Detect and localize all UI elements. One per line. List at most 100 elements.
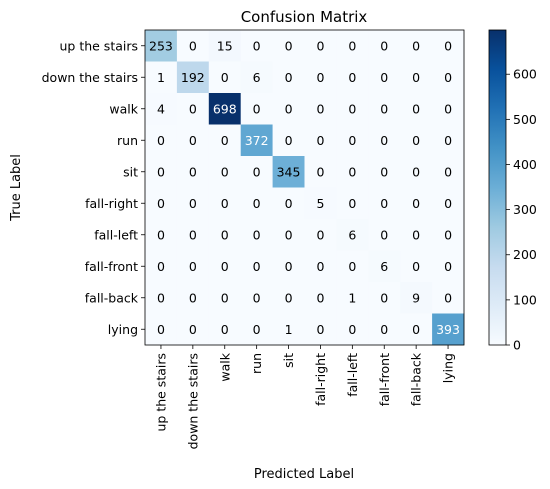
heatmap-cell	[145, 93, 178, 125]
cell-value-label: 0	[316, 227, 324, 242]
cell-value-label: 0	[189, 290, 197, 305]
heatmap-cell	[208, 219, 241, 251]
cell-value-label: 0	[380, 322, 388, 337]
cell-value-label: 0	[253, 322, 261, 337]
cell-value-label: 0	[316, 290, 324, 305]
heatmap-cell	[208, 250, 241, 283]
heatmap-cell	[432, 124, 465, 157]
heatmap-cell	[336, 30, 369, 62]
cell-value-label: 0	[285, 133, 293, 148]
heatmap-cell	[336, 282, 369, 314]
heatmap-cell	[336, 124, 369, 157]
cell-value-label: 0	[189, 38, 197, 53]
cell-value-label: 0	[221, 133, 229, 148]
y-axis-label: True Label	[9, 154, 24, 222]
cell-value-label: 0	[253, 196, 261, 211]
cell-value-label: 0	[380, 164, 388, 179]
colorbar-tick-label: 0	[513, 338, 521, 353]
y-tick-label: fall-back	[85, 290, 139, 305]
cell-value-label: 0	[316, 38, 324, 53]
heatmap-cell	[368, 61, 401, 94]
cell-value-label: 0	[380, 133, 388, 148]
cell-value-label: 0	[221, 227, 229, 242]
heatmap-cell	[176, 124, 210, 157]
heatmap-cell	[432, 313, 465, 346]
cell-value-label: 0	[412, 133, 420, 148]
heatmap-cell	[400, 30, 433, 62]
heatmap-cell	[272, 250, 305, 283]
cell-value-label: 0	[412, 101, 420, 116]
cell-value-label: 698	[213, 101, 237, 116]
heatmap-cell	[272, 187, 305, 220]
heatmap-cell	[368, 250, 401, 283]
cell-value-label: 15	[217, 38, 233, 53]
cell-value-label: 0	[444, 227, 452, 242]
cell-value-label: 0	[316, 259, 324, 274]
heatmap-cell	[176, 250, 210, 283]
cell-value-label: 0	[157, 196, 165, 211]
heatmap-cell	[304, 61, 337, 94]
heatmap-cell	[368, 93, 401, 125]
cell-value-label: 0	[221, 164, 229, 179]
cell-value-label: 372	[245, 133, 269, 148]
cell-value-label: 0	[285, 259, 293, 274]
cell-value-label: 0	[189, 259, 197, 274]
heatmap-cell	[368, 219, 401, 251]
heatmap-cell	[272, 282, 305, 314]
heatmap-cell	[240, 93, 273, 125]
y-tick-label: lying	[108, 322, 138, 337]
heatmap-cell	[208, 156, 241, 188]
cell-value-label: 345	[277, 164, 301, 179]
heatmap-cell	[145, 124, 178, 157]
heatmap-cell	[304, 93, 337, 125]
heatmap-cell	[240, 30, 273, 62]
cell-value-label: 0	[380, 227, 388, 242]
cell-value-label: 0	[348, 322, 356, 337]
y-axis-ticks: up the stairs down the stairs walk run sit fa…	[42, 38, 145, 337]
heatmap-cell	[336, 93, 369, 125]
cell-value-label: 0	[316, 101, 324, 116]
heatmap-cell	[240, 282, 273, 314]
heatmap-cell	[400, 124, 433, 157]
heatmap-cell	[400, 156, 433, 188]
x-tick-label: down the stairs	[185, 353, 200, 449]
y-tick-label: sit	[123, 164, 138, 179]
heatmap-cell	[304, 156, 337, 188]
heatmap-cell	[176, 93, 210, 125]
x-tick-label: fall-front	[377, 353, 392, 406]
heatmap-cell	[145, 219, 178, 251]
heatmap-cell	[304, 30, 337, 62]
heatmap-cell	[272, 124, 305, 157]
plot-frame	[144, 29, 465, 346]
heatmap-cell	[145, 187, 178, 220]
colorbar-gradient	[488, 29, 507, 346]
heatmap-cell	[336, 313, 369, 346]
y-tick-label: fall-right	[85, 196, 138, 211]
heatmap-cell	[400, 187, 433, 220]
cell-value-label: 0	[157, 164, 165, 179]
y-tick-label: up the stairs	[59, 38, 138, 53]
cell-value-label: 0	[412, 259, 420, 274]
cell-value-label: 0	[348, 70, 356, 85]
cell-value-label: 6	[253, 70, 261, 85]
x-tick-label: sit	[281, 353, 296, 368]
cell-value-label: 0	[348, 133, 356, 148]
heatmap-cell	[240, 156, 273, 188]
cell-value-label: 0	[221, 290, 229, 305]
heatmap-cell	[368, 124, 401, 157]
heatmap-cell	[208, 187, 241, 220]
cell-value-label: 393	[436, 322, 460, 337]
colorbar-tick-label: 600	[513, 67, 537, 82]
colorbar-tick-label: 500	[513, 112, 537, 127]
heatmap-cell	[145, 30, 178, 62]
heatmap-cell	[272, 219, 305, 251]
x-axis-label: Predicted Label	[254, 467, 354, 482]
cell-value-label: 0	[221, 322, 229, 337]
heatmap-cell	[336, 156, 369, 188]
cell-value-label: 0	[189, 164, 197, 179]
cell-value-label: 0	[189, 322, 197, 337]
heatmap-cell	[304, 250, 337, 283]
cell-value-label: 6	[348, 227, 356, 242]
cell-value-label: 4	[157, 101, 165, 116]
